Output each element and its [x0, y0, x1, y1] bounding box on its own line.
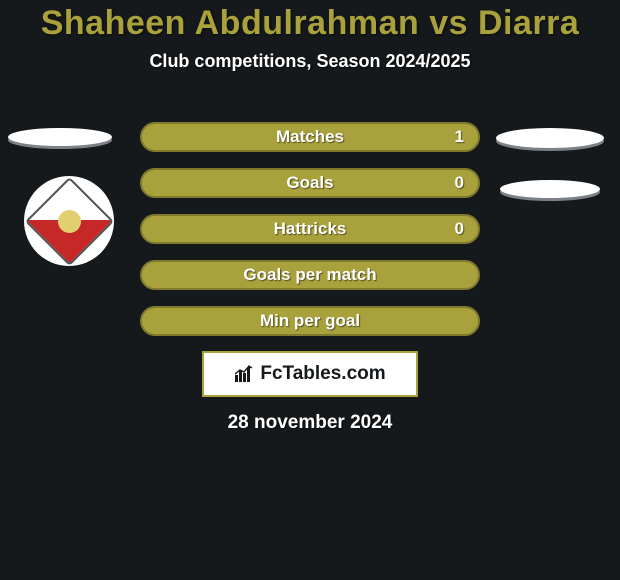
- branding-text: FcTables.com: [260, 363, 385, 385]
- footer-date: 28 november 2024: [0, 412, 620, 434]
- stat-label: Goals per match: [142, 265, 478, 285]
- stat-value-right: 0: [455, 219, 464, 239]
- page-title: Shaheen Abdulrahman vs Diarra: [0, 4, 620, 43]
- stat-value-right: 0: [455, 173, 464, 193]
- bar-chart-icon: [234, 365, 256, 383]
- stat-label: Goals: [142, 173, 478, 193]
- stat-label: Hattricks: [142, 219, 478, 239]
- player-ellipse-right-1: [500, 180, 600, 198]
- stat-value-right: 1: [455, 127, 464, 147]
- stat-row: Goals per match: [140, 260, 480, 290]
- page-subtitle: Club competitions, Season 2024/2025: [0, 51, 620, 72]
- stat-label: Min per goal: [142, 311, 478, 331]
- stat-rows: Matches1Goals0Hattricks0Goals per matchM…: [140, 122, 480, 352]
- club-badge-left: [24, 176, 114, 266]
- stat-row: Matches1: [140, 122, 480, 152]
- stat-row: Goals0: [140, 168, 480, 198]
- comparison-infographic: Shaheen Abdulrahman vs Diarra Club compe…: [0, 0, 620, 580]
- stat-row: Hattricks0: [140, 214, 480, 244]
- branding-badge[interactable]: FcTables.com: [202, 351, 418, 397]
- stat-row: Min per goal: [140, 306, 480, 336]
- stat-label: Matches: [142, 127, 478, 147]
- player-ellipse-right-0: [496, 128, 604, 148]
- player-ellipse-left-0: [8, 128, 112, 146]
